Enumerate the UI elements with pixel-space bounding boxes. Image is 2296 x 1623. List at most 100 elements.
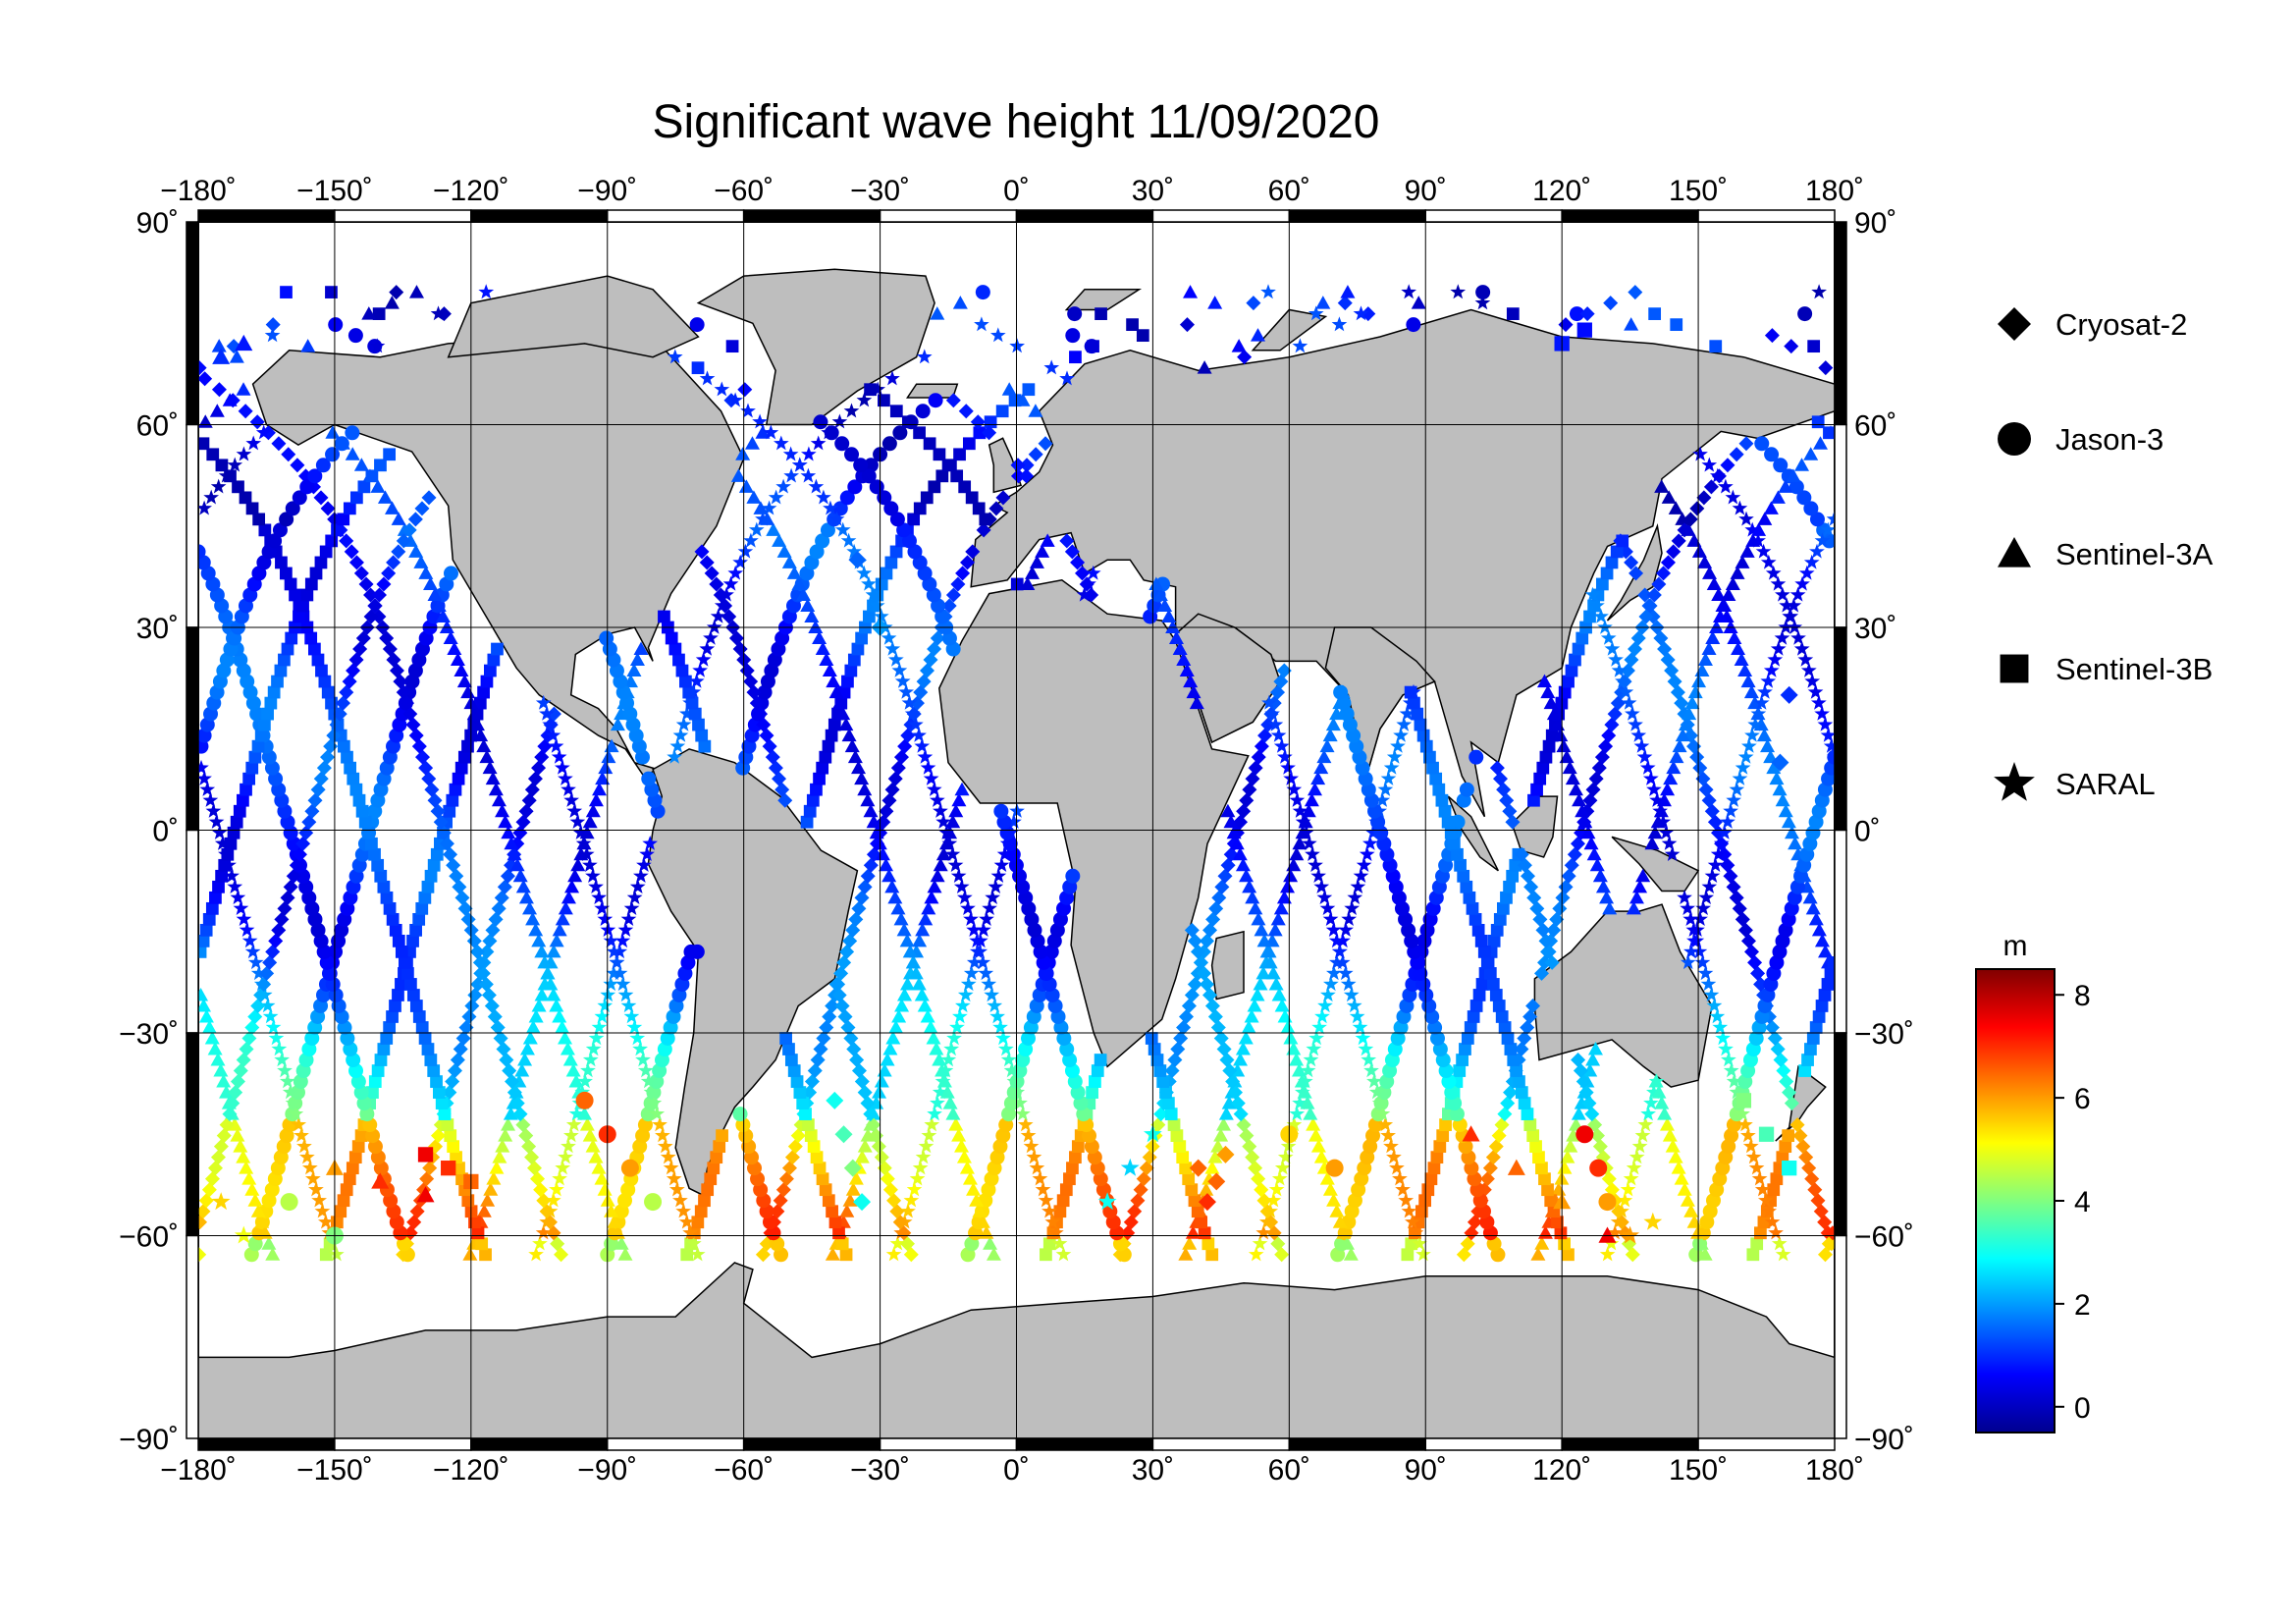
track-point: [819, 1183, 832, 1197]
track-point: [1546, 922, 1562, 938]
track-point: [1738, 511, 1754, 526]
track-point: [1738, 436, 1754, 452]
track-point: [1071, 1140, 1085, 1154]
track-point: [275, 556, 288, 569]
track-point: [1729, 890, 1744, 905]
track-point: [1729, 447, 1744, 462]
track-point: [321, 685, 335, 699]
track-point: [1274, 1160, 1291, 1175]
track-point: [709, 576, 724, 592]
track-point: [1248, 760, 1263, 776]
track-point: [472, 954, 488, 970]
track-point: [224, 868, 240, 883]
track-point: [555, 911, 570, 926]
track-point: [1095, 307, 1107, 320]
track-point: [1145, 1032, 1158, 1045]
track-point: [1801, 1054, 1814, 1066]
track-point: [915, 404, 931, 419]
track-point: [1668, 1150, 1683, 1163]
track-point: [1809, 512, 1825, 527]
frame-segment-bottom: [1151, 1437, 1291, 1451]
track-point: [1778, 479, 1793, 493]
track-point: [308, 642, 321, 656]
track-point: [823, 500, 838, 515]
frame-segment-bottom: [1288, 1437, 1427, 1451]
frame-segment-top: [1288, 209, 1427, 223]
track-point: [1709, 1008, 1726, 1024]
track-point: [443, 846, 458, 862]
track-point: [1038, 1192, 1054, 1208]
track-point: [1329, 1204, 1345, 1217]
track-point: [1242, 879, 1257, 893]
track-point: [1315, 296, 1331, 309]
y-tick-label-right: −60˚: [1854, 1221, 1914, 1254]
track-point: [1789, 1117, 1805, 1133]
track-point: [238, 404, 253, 419]
track-point: [1544, 1194, 1558, 1208]
track-point: [1541, 944, 1557, 959]
track-point: [1804, 1043, 1817, 1055]
track-point: [213, 1139, 229, 1155]
track-point: [458, 1019, 474, 1035]
track-point: [1782, 1085, 1797, 1101]
land-arabia: [1174, 613, 1281, 744]
track-point: [1051, 1235, 1068, 1251]
track-point: [281, 642, 294, 656]
track-point: [1751, 522, 1767, 536]
track-point: [1532, 1151, 1545, 1164]
track-point: [1505, 814, 1521, 830]
track-point: [1412, 1235, 1427, 1251]
track-point: [912, 933, 928, 947]
track-point: [1595, 577, 1609, 591]
track-point: [846, 543, 862, 559]
track-point: [1732, 770, 1748, 785]
track-point: [1291, 1063, 1307, 1077]
track-point: [1671, 533, 1686, 549]
track-point: [707, 1162, 721, 1175]
track-point: [878, 394, 890, 407]
track-point: [1363, 1062, 1379, 1078]
track-point: [232, 480, 244, 494]
track-point: [1583, 836, 1599, 850]
track-point: [882, 1182, 898, 1198]
track-point: [1640, 1106, 1656, 1121]
track-point: [585, 1041, 602, 1056]
track-point: [482, 760, 498, 775]
track-point: [796, 1097, 810, 1109]
track-point: [1257, 728, 1273, 743]
track-point: [363, 587, 379, 603]
track-point: [381, 566, 397, 581]
track-point: [1779, 597, 1794, 613]
track-point: [901, 533, 917, 549]
track-point: [1683, 944, 1699, 959]
track-point: [1776, 1063, 1791, 1079]
track-point: [737, 543, 754, 559]
track-point: [368, 1075, 382, 1088]
track-point: [1230, 1096, 1246, 1111]
track-point: [216, 1074, 232, 1088]
track-point: [1756, 728, 1772, 742]
track-point: [1707, 814, 1723, 830]
track-point: [407, 512, 423, 527]
track-point: [1745, 1149, 1762, 1164]
track-point: [199, 781, 216, 796]
track-point: [1247, 998, 1262, 1012]
track-point: [518, 803, 534, 819]
track-point: [1782, 1129, 1795, 1143]
ground-track: [325, 286, 853, 1262]
track-point: [1696, 490, 1712, 506]
track-point: [1256, 933, 1272, 947]
track-point: [245, 502, 259, 515]
x-tick-label: 30˚: [1132, 175, 1174, 207]
track-point: [449, 868, 464, 884]
track-point: [1814, 532, 1831, 548]
track-point: [224, 837, 238, 850]
track-point: [1408, 696, 1420, 710]
frame-segment-bottom: [1424, 1437, 1563, 1451]
track-point: [1292, 803, 1308, 818]
track-point: [1747, 716, 1763, 731]
track-point: [863, 610, 876, 623]
track-point: [1763, 662, 1780, 677]
track-point: [1499, 792, 1515, 808]
track-point: [1227, 1085, 1243, 1101]
